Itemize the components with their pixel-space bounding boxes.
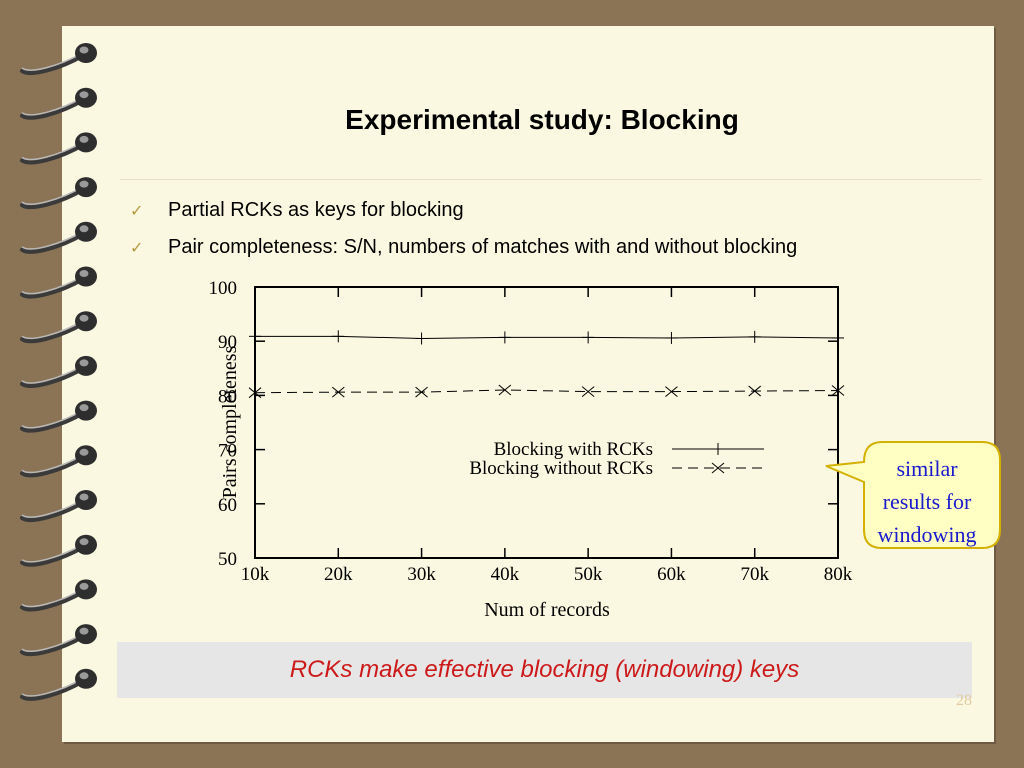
x-tick-label: 20k bbox=[324, 564, 353, 585]
spiral-ring-icon bbox=[20, 624, 97, 657]
data-point bbox=[331, 386, 345, 398]
spiral-ring-icon bbox=[20, 311, 97, 344]
conclusion-banner: RCKs make effective blocking (windowing)… bbox=[117, 642, 972, 698]
callout-shape bbox=[825, 441, 1001, 549]
bullet-text: Partial RCKs as keys for blocking bbox=[168, 199, 464, 221]
spiral-ring-icon bbox=[20, 177, 97, 210]
spiral-binding bbox=[20, 43, 97, 701]
callout-text: similar results for windowing bbox=[854, 452, 1000, 551]
spiral-ring-icon bbox=[20, 87, 97, 120]
data-point bbox=[832, 331, 844, 344]
data-point bbox=[748, 330, 761, 343]
x-tick-label: 70k bbox=[740, 564, 769, 585]
data-point bbox=[248, 387, 262, 399]
y-tick-label: 60 bbox=[218, 495, 237, 516]
data-point bbox=[415, 332, 428, 345]
spiral-ring-icon bbox=[20, 579, 97, 612]
data-point bbox=[249, 330, 261, 343]
data-point bbox=[498, 331, 511, 344]
x-tick-label: 40k bbox=[491, 564, 520, 585]
slide-title: Experimental study: Blocking bbox=[345, 104, 739, 135]
series-line bbox=[255, 335, 839, 339]
spiral-ring-icon bbox=[20, 445, 97, 478]
data-point bbox=[665, 386, 678, 397]
x-tick-label: 60k bbox=[657, 564, 686, 585]
data-point bbox=[332, 330, 345, 343]
series-line bbox=[254, 389, 839, 394]
data-point bbox=[831, 385, 845, 396]
y-tick-label: 90 bbox=[218, 332, 237, 353]
y-axis-label: Pairs completeness bbox=[219, 345, 241, 498]
x-tick-label: 80k bbox=[824, 564, 853, 585]
spiral-ring-icon bbox=[20, 534, 97, 567]
plot-frame bbox=[254, 286, 839, 559]
title-divider bbox=[120, 179, 982, 180]
callout-bubble bbox=[825, 441, 1001, 549]
y-tick-label: 80 bbox=[218, 386, 237, 407]
callout-line: similar bbox=[896, 456, 958, 481]
spiral-ring-icon bbox=[20, 221, 97, 254]
x-tick-label: 30k bbox=[407, 564, 436, 585]
callout-line: results for bbox=[882, 489, 972, 514]
legend-marker bbox=[711, 462, 725, 474]
callout-line: windowing bbox=[877, 522, 977, 547]
spiral-ring-icon bbox=[20, 490, 97, 523]
data-point bbox=[665, 331, 678, 344]
pairs-completeness-chart: 50 60 70 80 90 100 10k 20k 30k 40k 50k 60k 70k 80k Bl… bbox=[209, 278, 853, 621]
x-axis-label: Num of records bbox=[484, 599, 610, 621]
y-tick-label: 100 bbox=[209, 278, 238, 299]
spiral-ring-icon bbox=[20, 266, 97, 299]
data-point bbox=[582, 331, 595, 344]
data-point bbox=[748, 385, 762, 397]
legend-label: Blocking without RCKs bbox=[469, 458, 653, 479]
bullet-item: ✓ Pair completeness: S/N, numbers of mat… bbox=[128, 229, 797, 266]
checkmark-icon: ✓ bbox=[130, 202, 144, 220]
bullet-text: Pair completeness: S/N, numbers of match… bbox=[168, 236, 798, 258]
y-tick-label: 70 bbox=[218, 441, 237, 462]
bullet-list: ✓ Partial RCKs as keys for blocking ✓ Pa… bbox=[128, 192, 797, 266]
data-point bbox=[415, 386, 428, 398]
spiral-ring-icon bbox=[20, 355, 97, 388]
spiral-ring-icon bbox=[20, 668, 97, 701]
page-number: 28 bbox=[956, 692, 972, 709]
data-point bbox=[581, 386, 595, 397]
data-point bbox=[498, 384, 512, 396]
checkmark-icon: ✓ bbox=[130, 239, 144, 257]
spiral-ring-icon bbox=[20, 132, 97, 165]
x-tick-label: 10k bbox=[241, 564, 270, 585]
legend-label: Blocking with RCKs bbox=[494, 439, 653, 460]
spiral-ring-icon bbox=[20, 400, 97, 433]
bullet-item: ✓ Partial RCKs as keys for blocking bbox=[128, 192, 797, 229]
y-tick-label: 50 bbox=[218, 549, 237, 570]
x-tick-label: 50k bbox=[574, 564, 603, 585]
legend-marker bbox=[712, 443, 724, 455]
spiral-ring-icon bbox=[20, 43, 97, 76]
